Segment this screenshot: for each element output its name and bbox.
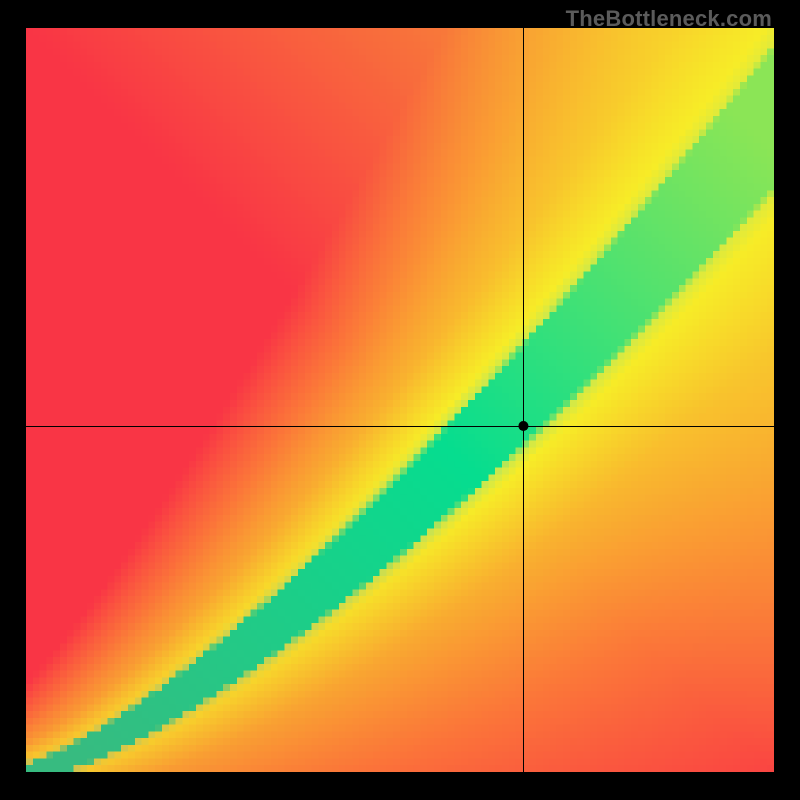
crosshair-vertical: [523, 28, 524, 772]
crosshair-horizontal: [26, 426, 774, 427]
heatmap-canvas: [26, 28, 774, 772]
chart-frame: TheBottleneck.com: [0, 0, 800, 800]
heatmap-plot: [26, 28, 774, 772]
